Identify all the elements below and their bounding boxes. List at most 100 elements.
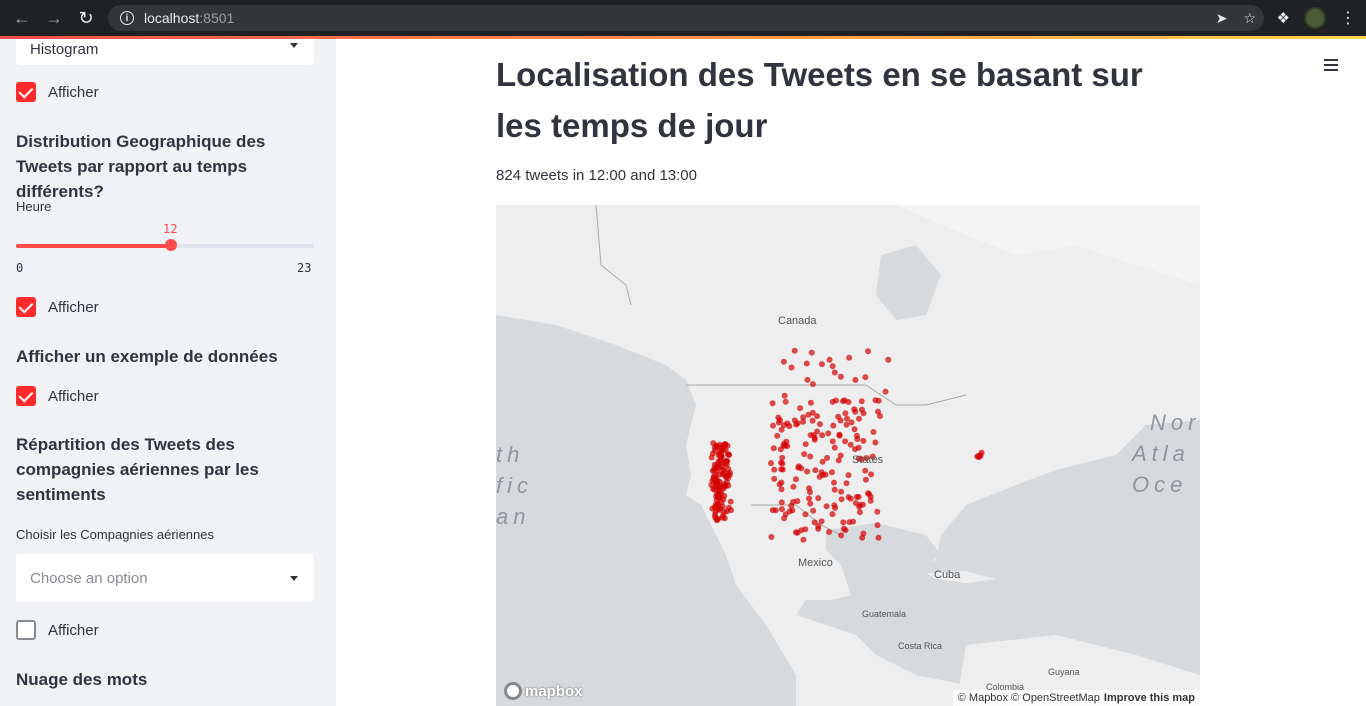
map-basemap [496, 205, 1200, 706]
map-label-mexico: Mexico [798, 557, 833, 569]
address-bar[interactable]: i localhost:8501 ➤ ☆ [108, 5, 1264, 31]
tweet-point [792, 476, 799, 483]
tweet-point [716, 495, 723, 502]
tweet-point [722, 459, 729, 466]
reload-icon[interactable]: ↻ [78, 7, 94, 28]
tweet-point [858, 406, 865, 413]
tweet-point [778, 466, 785, 473]
afficher-checkbox-1[interactable]: Afficher [16, 82, 99, 102]
tweet-point [724, 508, 731, 515]
tweet-point [776, 481, 783, 488]
send-icon[interactable]: ➤ [1215, 9, 1228, 26]
tweet-point [800, 418, 807, 425]
tweet-point [829, 511, 836, 518]
improve-map-link[interactable]: Improve this map [1103, 692, 1195, 704]
checkbox-unchecked-icon[interactable] [16, 620, 36, 640]
hamburger-menu-icon[interactable] [1324, 59, 1338, 74]
ocean-label-atlantic-1: Nor [1150, 410, 1200, 435]
airlines-select-label: Choisir les Compagnies aériennes [16, 527, 214, 542]
map-label-guatemala: Guatemala [862, 609, 907, 619]
tweet-point [716, 485, 723, 492]
page-title: Localisation des Tweets en se basant sur… [496, 56, 1143, 144]
tweet-point [721, 515, 728, 522]
tweet-point [830, 422, 837, 429]
tweet-point [829, 363, 836, 370]
checkbox-checked-icon[interactable] [16, 82, 36, 102]
tweet-point [771, 475, 778, 482]
forward-arrow-icon[interactable]: → [45, 7, 63, 28]
tweet-point [712, 511, 718, 518]
back-arrow-icon[interactable]: ← [13, 7, 31, 28]
tweet-point [804, 468, 811, 475]
tweet-point [842, 438, 849, 445]
afficher-checkbox-3[interactable]: Afficher [16, 386, 99, 406]
mapbox-logo[interactable]: mapbox [504, 682, 583, 700]
tweet-point [803, 360, 810, 367]
ocean-label-pacific-2: fic [496, 473, 533, 498]
attribution-text[interactable]: © Mapbox © OpenStreetMap [957, 692, 1100, 704]
geo-distribution-heading: Distribution Geographique des Tweets par… [16, 132, 266, 201]
tweet-point [780, 358, 787, 365]
tweet-point [837, 417, 844, 424]
tweet-point [846, 519, 853, 526]
tweet-point [711, 465, 718, 472]
map-label-guyana: Guyana [1048, 667, 1080, 677]
tweet-point [810, 507, 817, 514]
tweet-point [856, 509, 863, 516]
tweet-point [875, 534, 882, 541]
hour-slider[interactable] [16, 239, 314, 251]
tweet-point [781, 392, 788, 399]
tweet-point [829, 398, 836, 405]
tweet-point [831, 369, 838, 376]
extensions-icon[interactable]: ❖ [1276, 10, 1290, 27]
tweet-point [843, 421, 850, 428]
tweet-point [772, 507, 779, 514]
tweet-point [800, 536, 807, 543]
chart-type-select[interactable]: Histogram [16, 39, 314, 65]
tweet-point [863, 455, 870, 461]
tweet-point [852, 500, 859, 507]
slider-thumb[interactable] [165, 239, 177, 251]
tweet-point [831, 502, 838, 509]
wordcloud-heading: Nuage des mots [16, 670, 148, 689]
menu-dots-icon[interactable]: ⋮ [1340, 10, 1356, 27]
tweet-point [809, 417, 816, 424]
tweet-point [809, 381, 816, 388]
tweet-point [869, 453, 876, 460]
tweet-point [819, 432, 826, 439]
tweet-map[interactable]: Canada States Mexico Cuba Guatemala Cost… [496, 205, 1200, 706]
tweet-point [709, 505, 716, 512]
tweet-point [836, 432, 843, 439]
tweet-point [831, 444, 838, 451]
tweet-point [854, 436, 861, 443]
tweet-point [718, 463, 725, 470]
info-icon[interactable]: i [120, 11, 134, 25]
tweet-point [858, 456, 865, 463]
afficher-checkbox-4[interactable]: Afficher [16, 620, 99, 640]
sidebar: Histogram Afficher Distribution Geograph… [0, 39, 336, 706]
tweet-point [719, 503, 726, 510]
tweet-point [865, 348, 872, 355]
checkbox-checked-icon[interactable] [16, 297, 36, 317]
tweet-point [769, 400, 776, 407]
tweet-point [837, 373, 844, 380]
tweet-point [798, 527, 805, 534]
mapbox-logo-icon [504, 682, 522, 700]
tweet-point [794, 498, 801, 505]
tweet-point [842, 410, 849, 417]
tweet-point [801, 451, 808, 458]
checkbox-checked-icon[interactable] [16, 386, 36, 406]
star-icon[interactable]: ☆ [1243, 9, 1256, 26]
tweet-point [782, 511, 789, 518]
tweet-point [851, 426, 858, 433]
map-label-colombia: Colombia [986, 682, 1025, 692]
tweet-point [862, 374, 869, 381]
tweet-point [791, 417, 798, 424]
tweet-point [848, 419, 855, 426]
tweet-point [841, 397, 848, 404]
airlines-multiselect[interactable]: Choose an option [16, 554, 314, 602]
url-port: :8501 [199, 10, 235, 26]
tweet-point [838, 488, 845, 495]
profile-avatar[interactable] [1304, 7, 1326, 29]
afficher-checkbox-2[interactable]: Afficher [16, 297, 99, 317]
